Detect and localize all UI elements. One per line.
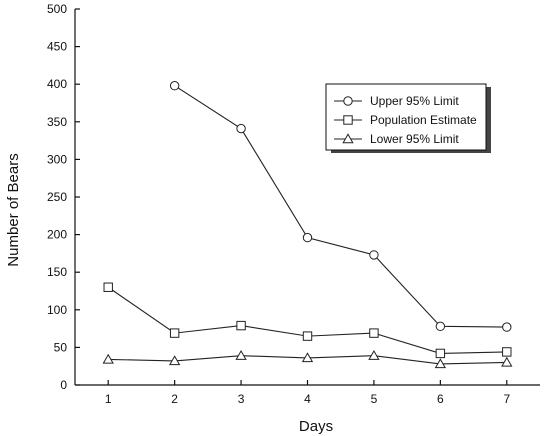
series-triangle [102, 349, 513, 369]
series-line [107, 286, 507, 354]
data-point [502, 347, 512, 357]
data-point [302, 232, 313, 243]
data-point [169, 328, 180, 338]
x-tick-label: 1 [105, 392, 112, 406]
series-square [103, 282, 512, 359]
y-tick-label: 100 [47, 303, 67, 317]
data-point [235, 349, 247, 360]
x-tick-label: 2 [171, 392, 178, 406]
data-point [369, 328, 379, 338]
legend-label: Population Estimate [370, 113, 477, 127]
legend-label: Lower 95% Limit [370, 132, 459, 146]
x-tick-label: 7 [503, 392, 510, 406]
data-point [168, 355, 181, 366]
x-tick-label: 6 [437, 392, 444, 406]
data-point [434, 358, 447, 369]
data-point [501, 356, 513, 367]
data-point [302, 331, 313, 341]
legend-entry: Upper 95% Limit [334, 94, 459, 108]
legend-entry: Lower 95% Limit [334, 132, 459, 146]
data-point [502, 322, 512, 332]
data-point [169, 81, 180, 91]
y-tick-label: 150 [47, 265, 67, 279]
chart-axes [74, 9, 540, 386]
data-point [435, 321, 446, 332]
data-point [236, 123, 246, 134]
x-tick-label: 4 [304, 392, 311, 406]
y-axis-title: Number of Bears [5, 153, 22, 266]
data-point [368, 349, 380, 360]
series-line [174, 85, 507, 328]
data-point [369, 250, 379, 260]
legend-marker [342, 133, 354, 144]
y-tick-label: 400 [47, 77, 67, 91]
y-axis-ticks: 0 50 100 150 200 250 300 350 400 450 500 [47, 2, 80, 392]
data-point [301, 352, 314, 363]
chart-legend: Upper 95% Limit Population Estimate Lower … [325, 83, 491, 153]
y-tick-label: 50 [54, 340, 68, 354]
data-point [435, 348, 446, 359]
y-tick-label: 350 [47, 115, 67, 129]
data-point [236, 320, 246, 331]
data-point [103, 282, 113, 292]
y-tick-label: 250 [47, 190, 67, 204]
data-series [102, 81, 513, 369]
x-tick-label: 5 [371, 392, 378, 406]
y-tick-label: 500 [47, 2, 67, 16]
legend-entries: Upper 95% Limit Population Estimate Lower … [334, 94, 477, 146]
series-circle [169, 81, 512, 332]
legend-label: Upper 95% Limit [370, 94, 459, 108]
y-tick-label: 200 [47, 228, 67, 242]
data-point [102, 353, 114, 364]
y-tick-label: 0 [60, 378, 67, 392]
legend-marker [343, 96, 353, 106]
y-tick-label: 450 [47, 40, 67, 54]
x-tick-label: 3 [238, 392, 245, 406]
x-axis-title: Days [299, 418, 333, 435]
legend-marker [343, 115, 353, 125]
x-axis-ticks: 1 2 3 4 5 6 7 [105, 380, 510, 406]
y-tick-label: 300 [47, 152, 67, 166]
legend-entry: Population Estimate [334, 113, 477, 127]
